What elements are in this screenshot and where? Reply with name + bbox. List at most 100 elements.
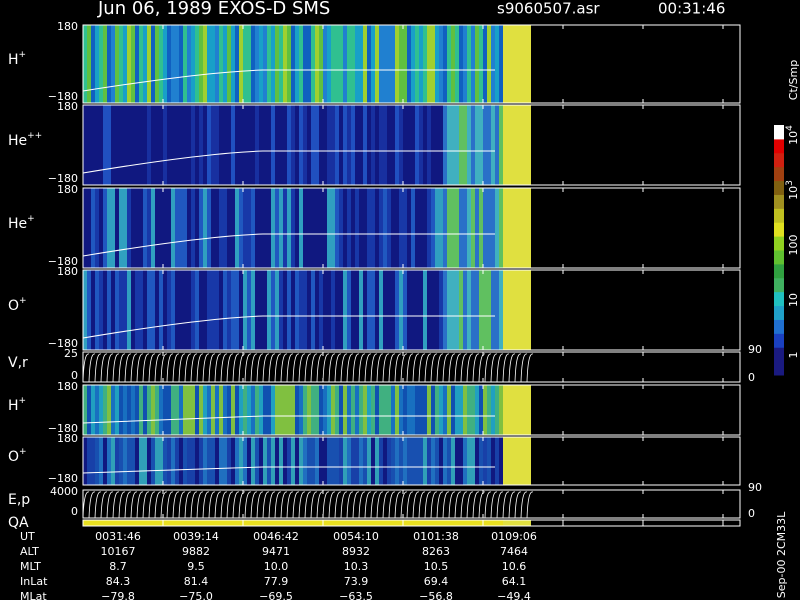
trace [202,491,210,519]
spectrogram-column [135,352,139,382]
spectrogram-column [363,270,367,350]
colorbar-segment [774,277,784,293]
spectrogram-column [523,25,527,103]
spectrogram-column [503,490,507,518]
spectrogram-column [227,490,231,518]
spectrogram-column [343,437,347,485]
spectrogram-column [199,437,203,485]
spectrogram-column [271,385,275,435]
panel-label-sup: + [19,396,27,406]
spectrogram-column [183,105,187,185]
spectrogram-column [119,188,123,268]
spectrogram-column [147,520,151,526]
spectrogram-column [363,352,367,382]
spectrogram-column [303,490,307,518]
spectrogram-column [315,352,319,382]
spectrogram-column [443,352,447,382]
spectrogram-column [111,25,115,103]
spectrogram-column [207,385,211,435]
spectrogram-column [351,270,355,350]
trace [292,491,300,519]
spectrogram-column [191,270,195,350]
spectrogram-column [467,520,471,526]
panel-label-sup: + [27,214,35,224]
spectrogram-column [355,437,359,485]
spectrogram-column [467,25,471,103]
spectrogram-column [99,105,103,185]
spectrogram-column [159,490,163,518]
spectrogram-column [303,352,307,382]
spectrogram-column [267,437,271,485]
spectrogram-column [431,105,435,185]
spectrogram-column [271,270,275,350]
spectrogram-column [299,270,303,350]
spectrogram-column [279,490,283,518]
spectrogram-column [515,188,519,268]
spectrogram-column [195,520,199,526]
table-cell: 0054:10 [333,530,379,543]
spectrogram-column [83,25,87,103]
spectrogram-column [163,188,167,268]
spectrogram-column [187,385,191,435]
spectrogram-column [439,352,443,382]
trace [274,353,282,383]
spectrogram-column [227,188,231,268]
spectrogram-column [475,437,479,485]
trace [310,353,318,383]
spectrogram-column [123,188,127,268]
spectrogram-column [199,188,203,268]
table-row-label: InLat [20,575,48,588]
spectrogram-column [359,437,363,485]
spectrogram-column [279,520,283,526]
spectrogram-column [267,188,271,268]
colorbar-label: 1 [787,352,800,359]
spectrogram-column [447,188,451,268]
spectrogram-column [391,385,395,435]
table-row-label: UT [20,530,35,543]
trace [448,491,456,519]
spectrogram-column [363,385,367,435]
colorbar-segment [774,180,784,195]
spectrogram-column [523,437,527,485]
trace [442,353,450,383]
spectrogram-column [455,270,459,350]
trace [94,491,102,519]
spectrogram-column [487,25,491,103]
spectrogram-column [495,490,499,518]
spectrogram-column [303,25,307,103]
trace [322,491,330,519]
spectrogram-column [307,437,311,485]
spectrogram-column [207,105,211,185]
spectrogram-column [503,437,507,485]
spectrogram-column [343,270,347,350]
spectrogram-column [215,520,219,526]
spectrogram-column [463,520,467,526]
spectrogram-column [347,490,351,518]
spectrogram-column [99,25,103,103]
spectrogram-column [115,490,119,518]
spectrogram-column [135,490,139,518]
spectrogram-column [263,520,267,526]
trace [514,491,522,519]
spectrogram-column [439,270,443,350]
spectrogram-column [283,105,287,185]
spectrogram-column [279,188,283,268]
spectrogram-column [399,490,403,518]
spectrogram-column [387,437,391,485]
spectrogram-column [271,437,275,485]
spectrogram-column [99,490,103,518]
spectrogram-column [119,105,123,185]
spectrogram-column [443,520,447,526]
colorbar-label: 104 [785,125,800,145]
spectrogram-column [247,270,251,350]
spectrogram-column [139,385,143,435]
spectrogram-column [487,105,491,185]
trace [346,353,354,383]
spectrogram-column [107,105,111,185]
spectrogram-column [315,385,319,435]
spectrogram-column [403,188,407,268]
spectrogram-column [379,520,383,526]
table-cell: 8932 [342,545,370,558]
spectrogram-column [459,352,463,382]
